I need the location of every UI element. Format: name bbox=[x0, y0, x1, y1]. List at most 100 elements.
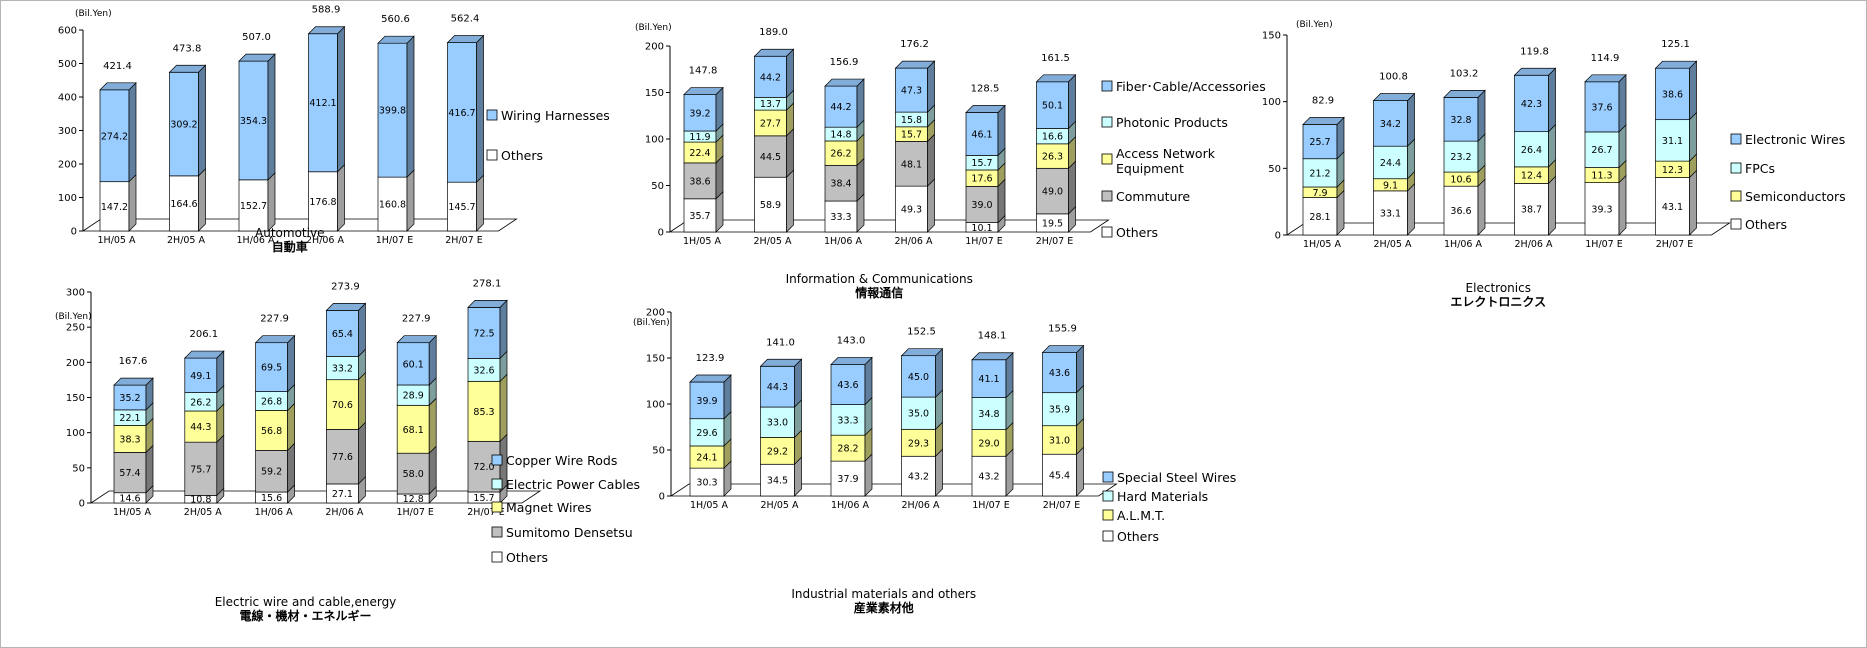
x-tick-label: 2H/07 E bbox=[1036, 236, 1074, 247]
legend-label: Others bbox=[1745, 217, 1787, 232]
bar-top bbox=[1584, 74, 1627, 83]
bar-front bbox=[447, 42, 477, 183]
bar-segment-magnet-wires: 68.1 bbox=[396, 397, 437, 455]
data-label: 46.1 bbox=[971, 129, 992, 140]
legend-label: Equipment bbox=[1116, 161, 1184, 176]
legend-label: Sumitomo Densetsu bbox=[506, 525, 633, 540]
y-tick-label: 150 bbox=[1262, 31, 1281, 42]
bar-top bbox=[1041, 345, 1085, 353]
bar-side bbox=[428, 397, 437, 455]
x-tick-label: 2H/05 A bbox=[1374, 239, 1412, 250]
bar-front bbox=[1514, 131, 1549, 168]
bar-side bbox=[476, 34, 484, 184]
bar-side bbox=[1076, 446, 1084, 497]
data-label: 43.2 bbox=[908, 472, 929, 483]
bar-segment-semiconductors: 12.4 bbox=[1514, 159, 1556, 185]
y-tick-label: 50 bbox=[651, 181, 664, 192]
bar-segment-photonic-products: 16.6 bbox=[1036, 120, 1076, 145]
x-tick-label: 1H/05 A bbox=[113, 507, 151, 518]
data-label: 77.6 bbox=[332, 452, 353, 463]
x-tick-label: 1H/06 A bbox=[824, 236, 862, 247]
bar-front bbox=[830, 460, 866, 497]
legend-item-photonic-products: Photonic Products bbox=[1101, 115, 1228, 130]
bar-segment-access-network-equipment: 26.3 bbox=[1036, 135, 1076, 170]
x-tick-label: 2H/06 A bbox=[1515, 239, 1553, 250]
data-label: 12.4 bbox=[1521, 171, 1542, 182]
total-label: 103.2 bbox=[1450, 68, 1479, 79]
data-label: 9.1 bbox=[1383, 180, 1398, 191]
bar-front bbox=[1584, 182, 1620, 236]
total-label: 421.4 bbox=[103, 61, 132, 72]
data-label: 160.8 bbox=[379, 200, 406, 211]
bar-segment-hard-materials: 33.3 bbox=[830, 396, 873, 437]
legend-swatch bbox=[1102, 490, 1114, 502]
bar-front bbox=[824, 164, 858, 202]
y-tick-label: 150 bbox=[645, 88, 664, 99]
bar-side bbox=[786, 48, 794, 99]
bar-front bbox=[1042, 392, 1077, 427]
chart-title: Electric wire and cable,energy bbox=[215, 595, 397, 609]
data-label: 58.0 bbox=[403, 469, 424, 480]
bar-segment-sumitomo-densetsu: 75.7 bbox=[184, 434, 225, 497]
bar-segment-others: 152.7 bbox=[238, 172, 276, 232]
bar-front bbox=[238, 179, 269, 232]
bar-front bbox=[1036, 143, 1069, 169]
data-label: 31.0 bbox=[1049, 435, 1070, 446]
x-tick-label: 1H/06 A bbox=[831, 500, 869, 511]
total-label: 128.5 bbox=[971, 83, 1000, 94]
legend-swatch bbox=[1101, 190, 1113, 202]
bar-side bbox=[145, 444, 154, 494]
data-label: 29.6 bbox=[696, 428, 717, 439]
x-tick-label: 2H/05 A bbox=[184, 507, 222, 518]
legend-label: Fiber･Cable/Accessories bbox=[1116, 79, 1266, 94]
bar-segment-others: 145.7 bbox=[447, 174, 484, 232]
bar-segment-others: 35.7 bbox=[683, 190, 724, 233]
bar-side bbox=[723, 374, 732, 420]
data-label: 23.2 bbox=[1450, 152, 1471, 163]
bar-segment-electronic-wires: 37.6 bbox=[1584, 73, 1627, 133]
unit-label: (Bil.Yen) bbox=[55, 312, 92, 322]
legend-swatch bbox=[1102, 471, 1114, 483]
data-label: 26.2 bbox=[190, 397, 211, 408]
bar-front bbox=[308, 171, 338, 232]
data-label: 72.5 bbox=[473, 328, 494, 339]
bar-front bbox=[1655, 67, 1690, 121]
bar-side bbox=[1005, 351, 1014, 399]
bar-front bbox=[683, 94, 717, 132]
bar-side bbox=[856, 78, 865, 129]
data-label: 43.1 bbox=[1662, 202, 1683, 213]
bar-segment-fpcs: 31.1 bbox=[1655, 111, 1697, 162]
y-tick-label: 250 bbox=[66, 323, 85, 334]
bar-front bbox=[689, 467, 725, 497]
chart-electric-wire-and-cable-energy: (Bil.Yen) 0 50 100 150 200 250 300 14.6 57.4 38.3 2… bbox=[55, 278, 640, 623]
bar-side bbox=[794, 358, 802, 408]
legend-item-others: Others bbox=[1730, 217, 1787, 232]
legend: Special Steel Wires Hard Materials A.L.M.T… bbox=[1102, 470, 1236, 544]
bar-front bbox=[830, 364, 866, 405]
bar-segment-fiber-cable-accessories: 39.2 bbox=[683, 86, 724, 132]
bar-segment-commuture: 44.5 bbox=[754, 127, 794, 179]
bar-front bbox=[377, 42, 408, 178]
data-label: 399.8 bbox=[379, 106, 406, 117]
bar-top bbox=[325, 303, 367, 311]
chart-title: Information & Communications bbox=[786, 272, 973, 286]
bar-front bbox=[683, 198, 717, 233]
bar-top bbox=[99, 82, 137, 91]
bar-segment-special-steel-wires: 44.3 bbox=[760, 358, 802, 408]
bar-segment-electric-power-cables: 26.8 bbox=[255, 383, 295, 412]
data-label: 39.2 bbox=[689, 108, 710, 119]
legend: Fiber･Cable/Accessories Photonic Products… bbox=[1101, 79, 1266, 240]
chart-title: Automotive bbox=[255, 226, 324, 240]
bar-segment-others: 164.6 bbox=[169, 168, 206, 232]
bar-segment-hard-materials: 35.9 bbox=[1042, 384, 1084, 427]
total-label: 82.9 bbox=[1312, 95, 1334, 106]
total-label: 156.9 bbox=[830, 57, 859, 68]
bar-top bbox=[689, 374, 732, 383]
y-tick-label: 50 bbox=[652, 446, 665, 457]
bar-side bbox=[1076, 344, 1084, 394]
bar-front bbox=[238, 60, 269, 181]
x-tick-label: 1H/07 E bbox=[376, 235, 414, 246]
bar-segment-others: 33.1 bbox=[1373, 183, 1415, 236]
bar-segment-others: 10.8 bbox=[184, 487, 225, 506]
